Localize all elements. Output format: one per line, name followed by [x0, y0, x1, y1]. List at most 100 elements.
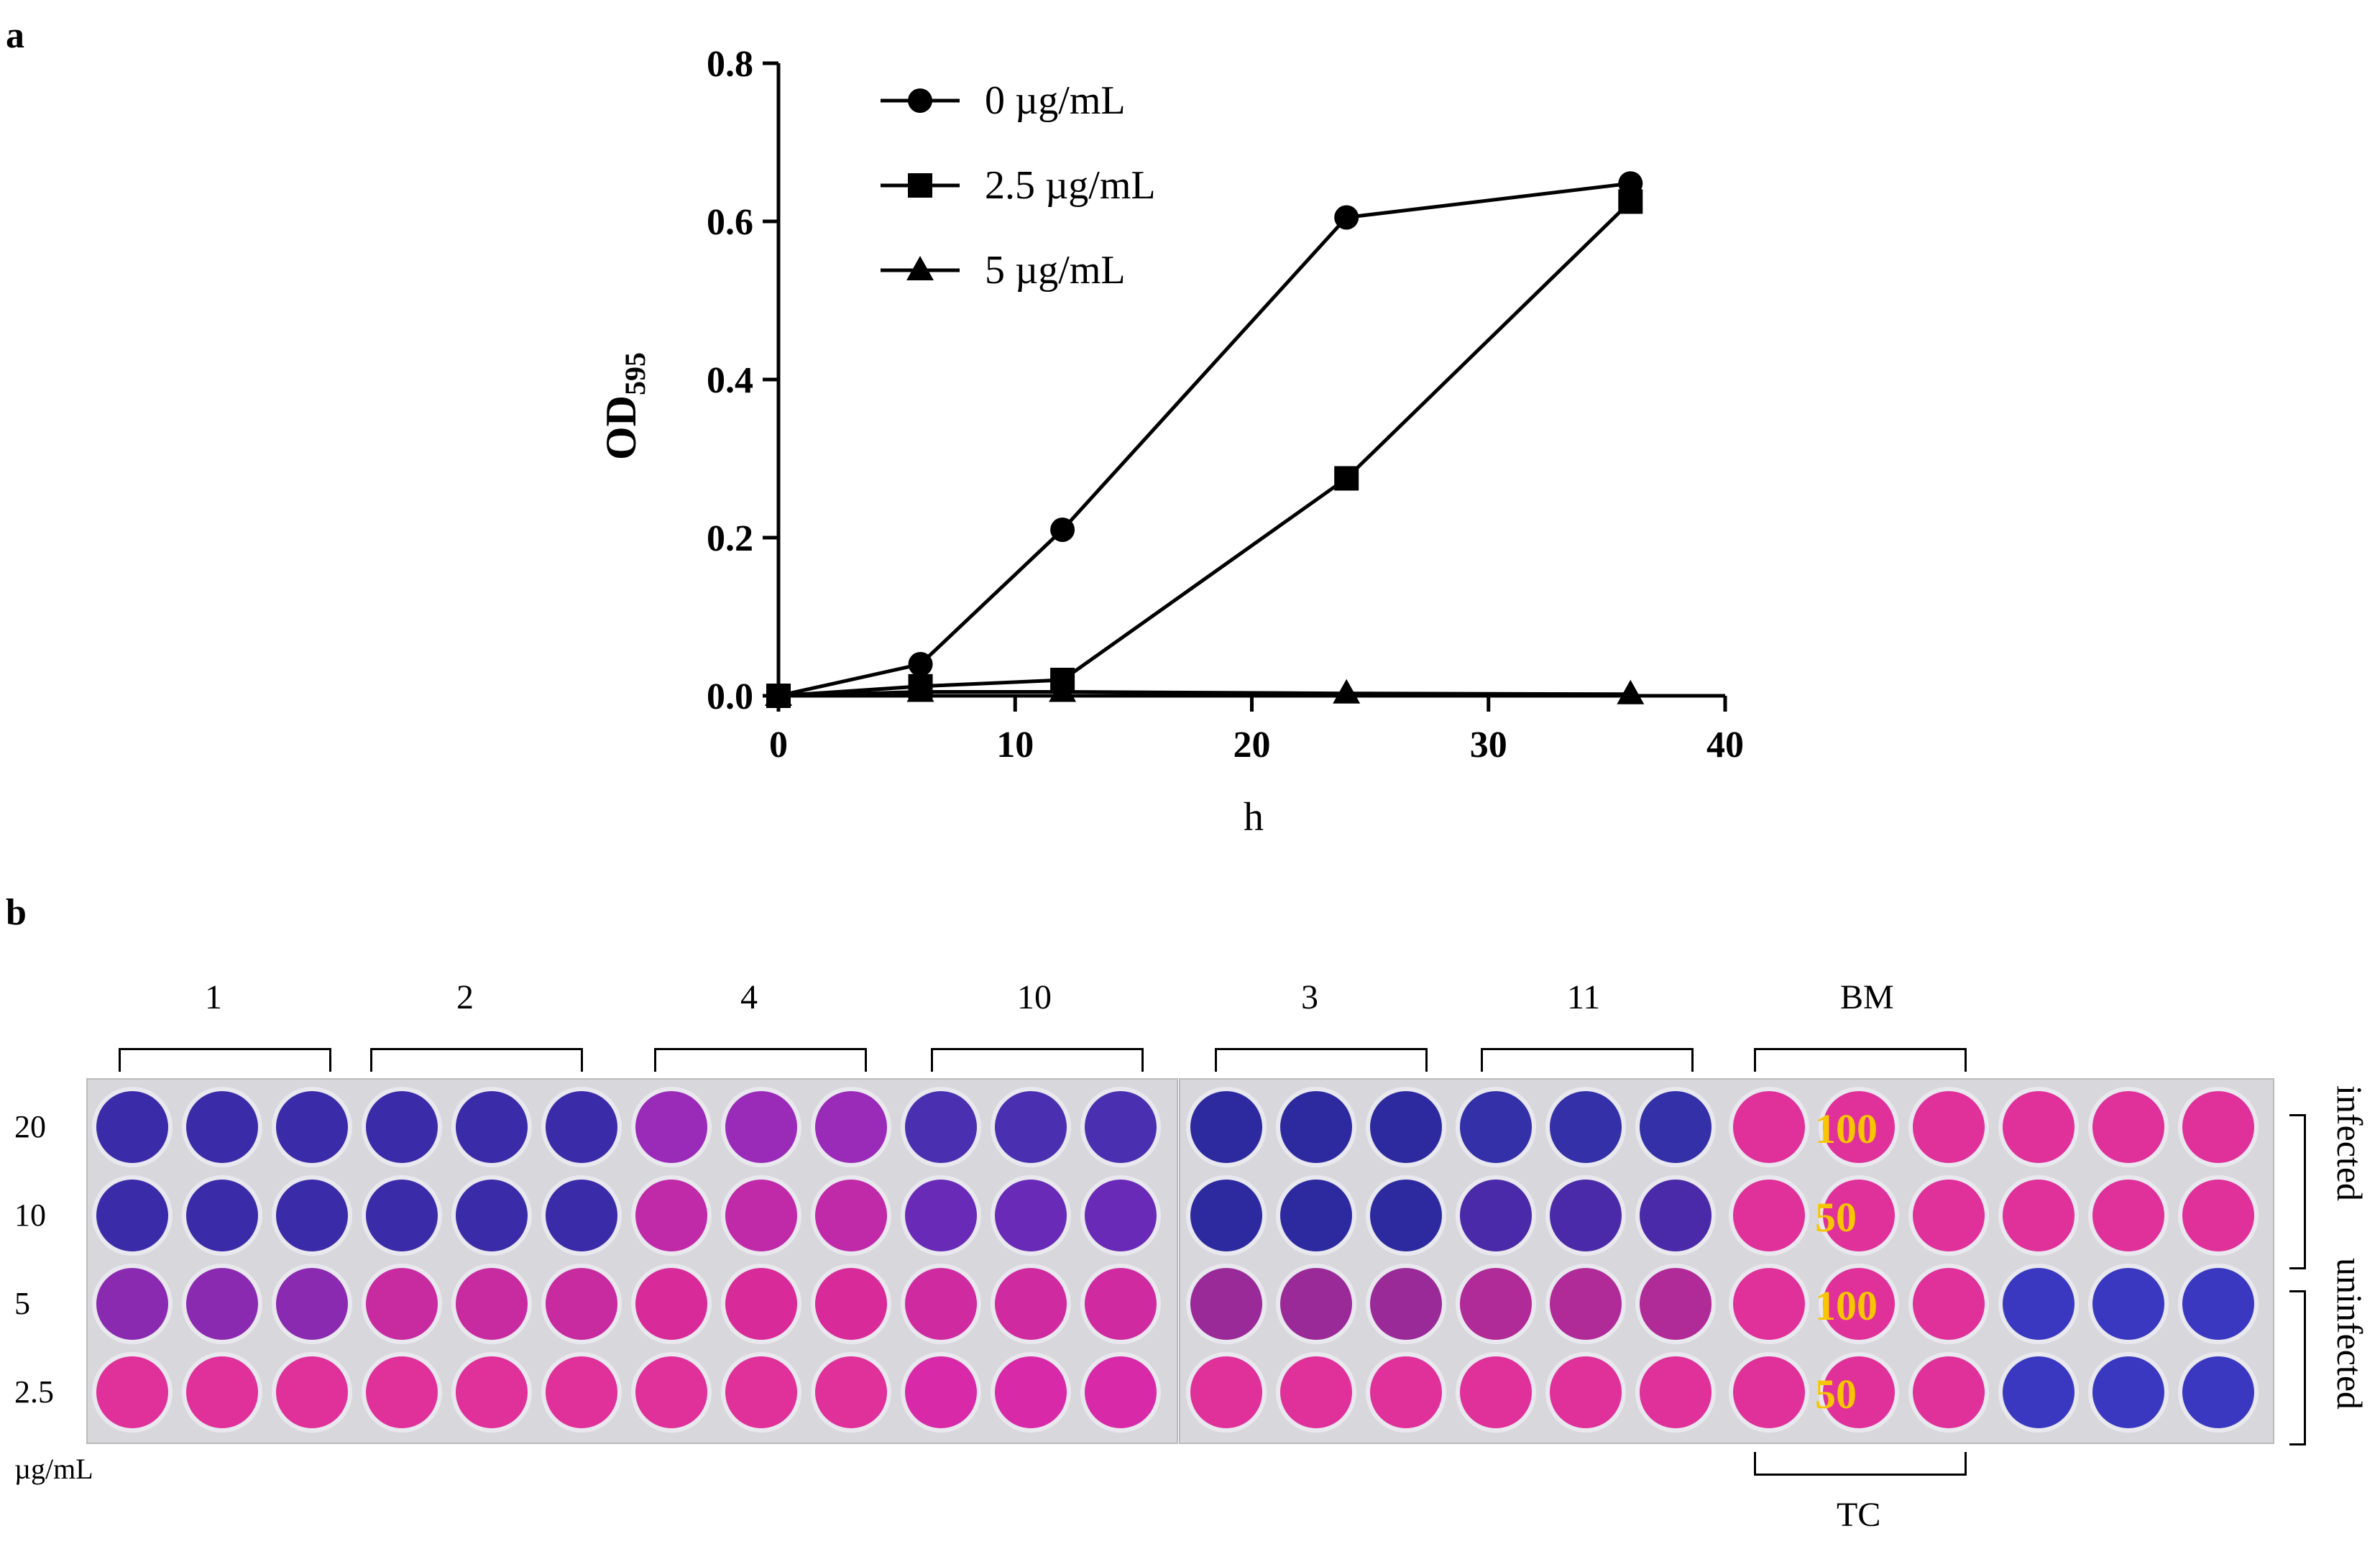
unit-label: µg/mL [14, 1453, 93, 1485]
plate-well [2178, 1352, 2259, 1433]
plate-well [1186, 1264, 1267, 1344]
group-bracket [1481, 1048, 1694, 1072]
plate-well [1545, 1087, 1626, 1167]
plate-well [1819, 1352, 1899, 1433]
plate-well [1729, 1352, 1809, 1433]
plate-well [451, 1264, 532, 1344]
plate-well [1186, 1352, 1267, 1433]
plate-well [1729, 1087, 1809, 1167]
plate-well [541, 1175, 622, 1256]
side-label: infected [2330, 1085, 2370, 1202]
plate-well [1276, 1352, 1356, 1433]
x-tick-label: 40 [1706, 725, 1744, 766]
group-bracket [1215, 1048, 1428, 1072]
side-bracket [2289, 1114, 2306, 1269]
plate-well [1456, 1264, 1536, 1344]
plate-well [1080, 1352, 1161, 1433]
group-bracket [1754, 1048, 1967, 1072]
plate-well [1080, 1264, 1161, 1344]
y-tick-label: 0.4 [707, 360, 753, 401]
x-tick-label: 0 [769, 725, 788, 766]
plate-well [1729, 1175, 1809, 1256]
legend-label: 2.5 µg/mL [985, 163, 1156, 208]
group-bracket [370, 1048, 583, 1072]
plate-well [1998, 1087, 2079, 1167]
group-label: 10 [1017, 978, 1052, 1016]
plate-well [2088, 1352, 2169, 1433]
side-label: uninfected [2330, 1258, 2370, 1410]
plate-well [991, 1352, 1071, 1433]
series-line [778, 181, 1631, 698]
series-0 [766, 171, 1643, 708]
plate-well [811, 1264, 891, 1344]
plate-well [631, 1264, 712, 1344]
group-label: BM [1840, 978, 1894, 1016]
plate-well [1545, 1352, 1626, 1433]
plate-well [811, 1087, 891, 1167]
group-bracket [654, 1048, 867, 1072]
plate-well [1545, 1264, 1626, 1344]
data-point [765, 681, 792, 706]
plate-well [631, 1352, 712, 1433]
data-point [908, 652, 933, 676]
plate-well [92, 1087, 173, 1167]
group-label: 1 [205, 978, 222, 1016]
plate-well [2088, 1087, 2169, 1167]
group-bracket [119, 1048, 331, 1072]
plate-well [182, 1352, 262, 1433]
data-point [906, 677, 934, 702]
plate-well [1635, 1175, 1716, 1256]
plate-well [92, 1264, 173, 1344]
plate-well [1186, 1175, 1267, 1256]
series-2 [765, 677, 1645, 706]
plate-well [1819, 1175, 1899, 1256]
plate-well [1366, 1175, 1446, 1256]
plate-well [182, 1175, 262, 1256]
plate-well [1366, 1264, 1446, 1344]
plate-well [1276, 1264, 1356, 1344]
plate-well [362, 1264, 442, 1344]
plate-well [1080, 1087, 1161, 1167]
y-tick-label: 0.0 [707, 676, 753, 717]
plate-well [182, 1087, 262, 1167]
x-tick-label: 20 [1233, 725, 1271, 766]
well-concentration-label: 50 [1815, 1194, 1857, 1241]
plate-well [631, 1087, 712, 1167]
x-axis-label: h [1244, 795, 1264, 840]
plate-well [721, 1264, 801, 1344]
plate-well [901, 1352, 981, 1433]
well-concentration-label: 50 [1815, 1371, 1857, 1417]
plate-well [991, 1175, 1071, 1256]
plate-well [92, 1175, 173, 1256]
plate-well [451, 1352, 532, 1433]
legend-marker [908, 88, 932, 113]
plate-well [272, 1087, 352, 1167]
plate-well [1456, 1175, 1536, 1256]
panel-b-label: b [6, 892, 27, 933]
row-label: 10 [14, 1198, 46, 1233]
plate-well [1908, 1175, 1989, 1256]
group-label: 4 [740, 978, 758, 1016]
plate-well [541, 1352, 622, 1433]
plate-well [631, 1175, 712, 1256]
plate-well [1276, 1087, 1356, 1167]
plate-well [272, 1175, 352, 1256]
plate-well [541, 1087, 622, 1167]
plate-well [272, 1352, 352, 1433]
plate-well [1998, 1352, 2079, 1433]
data-point [1617, 679, 1645, 704]
tc-bracket [1754, 1452, 1967, 1476]
plate-well [721, 1175, 801, 1256]
panel-a-label: a [6, 15, 24, 56]
plate-well [1545, 1175, 1626, 1256]
y-tick-label: 0.6 [707, 202, 753, 243]
plate-well [272, 1264, 352, 1344]
plate-well [901, 1264, 981, 1344]
y-tick-label: 0.8 [707, 44, 753, 85]
plate-well [1635, 1264, 1716, 1344]
plate-well [1908, 1264, 1989, 1344]
plate-well [2088, 1264, 2169, 1344]
row-label: 20 [14, 1109, 46, 1144]
plate-well [901, 1175, 981, 1256]
